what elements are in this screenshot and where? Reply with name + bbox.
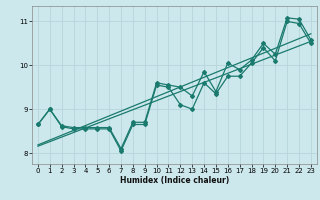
X-axis label: Humidex (Indice chaleur): Humidex (Indice chaleur)	[120, 176, 229, 185]
